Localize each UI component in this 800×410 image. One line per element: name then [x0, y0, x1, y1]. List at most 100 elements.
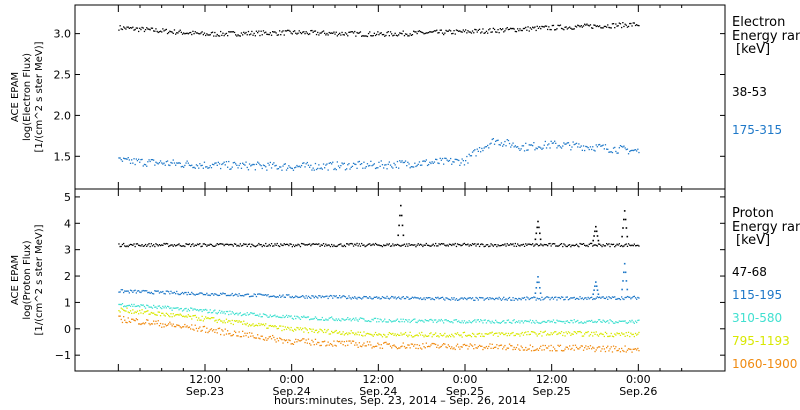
proton-data-point [221, 293, 223, 295]
proton-data-point [447, 320, 449, 322]
electron-data-point [296, 33, 298, 35]
electron-data-point [348, 31, 350, 33]
electron-data-point [211, 31, 214, 33]
electron-data-point [527, 149, 529, 151]
proton-data-point [298, 296, 300, 298]
electron-data-point [586, 23, 588, 25]
electron-data-point [157, 163, 159, 165]
electron-data-point [373, 163, 375, 165]
proton-data-point [401, 296, 403, 299]
proton-data-point [460, 297, 462, 299]
electron-data-point [508, 28, 511, 30]
proton-data-point [229, 310, 231, 312]
proton-data-point [355, 317, 357, 319]
proton-data-point [355, 332, 357, 334]
electron-data-point [435, 30, 437, 32]
proton-data-point [281, 244, 283, 246]
electron-data-point [121, 28, 124, 31]
proton-data-point [284, 340, 286, 342]
electron-data-point [191, 164, 193, 166]
electron-data-point [630, 150, 632, 152]
proton-data-point [540, 330, 542, 333]
proton-data-point [455, 333, 458, 335]
proton-data-point [467, 297, 469, 299]
proton-data-point [534, 322, 536, 324]
electron-data-point [166, 160, 169, 162]
proton-data-point [211, 311, 214, 314]
proton-data-point [552, 332, 555, 334]
proton-data-point [571, 244, 573, 246]
electron-data-point [285, 30, 288, 32]
proton-data-point [414, 244, 416, 246]
proton-data-point [365, 345, 367, 347]
proton-data-point [274, 243, 276, 245]
proton-data-point [195, 309, 198, 311]
electron-data-point [443, 33, 445, 36]
proton-data-point [496, 332, 498, 334]
proton-data-point [401, 334, 403, 336]
electron-data-point [265, 31, 267, 33]
electron-data-point [413, 166, 415, 168]
electron-data-point [384, 164, 386, 166]
proton-data-point [391, 347, 393, 349]
proton-data-point [370, 333, 372, 336]
proton-data-point [384, 318, 386, 320]
proton-data-point [562, 350, 564, 352]
proton-data-point [492, 298, 494, 300]
electron-data-point [498, 32, 500, 34]
electron-data-point [491, 31, 493, 33]
proton-data-point [574, 321, 577, 323]
electron-data-point [177, 32, 179, 34]
proton-data-point [612, 296, 615, 298]
proton-data-point [462, 243, 464, 245]
proton-data-point [401, 345, 403, 347]
proton-data-point [612, 243, 615, 245]
proton-data-point [395, 335, 397, 337]
proton-data-point [344, 296, 347, 298]
proton-data-point [221, 329, 223, 331]
electron-data-point [504, 30, 506, 32]
electron-data-point [441, 32, 444, 34]
proton-data-point [320, 244, 322, 246]
proton-data-point [521, 320, 523, 322]
proton-data-point [214, 331, 216, 333]
electron-data-point [417, 30, 419, 33]
proton-data-point [591, 319, 593, 322]
electron-data-point [134, 28, 136, 31]
proton-data-point [532, 331, 534, 333]
proton-data-point [619, 320, 622, 322]
proton-data-point [547, 347, 549, 349]
electron-series-175-315 [118, 138, 640, 171]
proton-data-point [123, 316, 125, 318]
proton-data-point [441, 320, 444, 322]
proton-data-point [423, 244, 425, 246]
electron-data-point [601, 27, 603, 29]
proton-data-point [563, 299, 565, 301]
proton-data-point [124, 290, 126, 292]
proton-data-point [621, 332, 623, 334]
proton-data-point [244, 323, 246, 325]
electron-data-point [406, 165, 408, 167]
electron-data-point [557, 24, 559, 26]
electron-data-point [589, 146, 592, 148]
proton-data-point [295, 244, 297, 246]
proton-data-point [432, 321, 434, 323]
proton-data-point [548, 345, 550, 347]
proton-data-point [321, 341, 323, 343]
proton-data-point [327, 341, 329, 343]
electron-data-point [416, 32, 418, 35]
proton-data-point [175, 326, 177, 328]
electron-data-point [615, 150, 617, 153]
proton-data-point [138, 323, 140, 325]
proton-data-point [193, 315, 195, 317]
proton-data-point [425, 297, 427, 299]
electron-data-point [334, 33, 336, 35]
proton-data-point [136, 290, 139, 292]
proton-data-point [416, 334, 418, 336]
proton-data-point [413, 297, 415, 299]
electron-data-point [636, 24, 638, 26]
proton-data-point [383, 320, 385, 322]
proton-data-point [215, 293, 217, 295]
proton-data-point [166, 305, 169, 307]
electron-data-point [159, 160, 162, 162]
